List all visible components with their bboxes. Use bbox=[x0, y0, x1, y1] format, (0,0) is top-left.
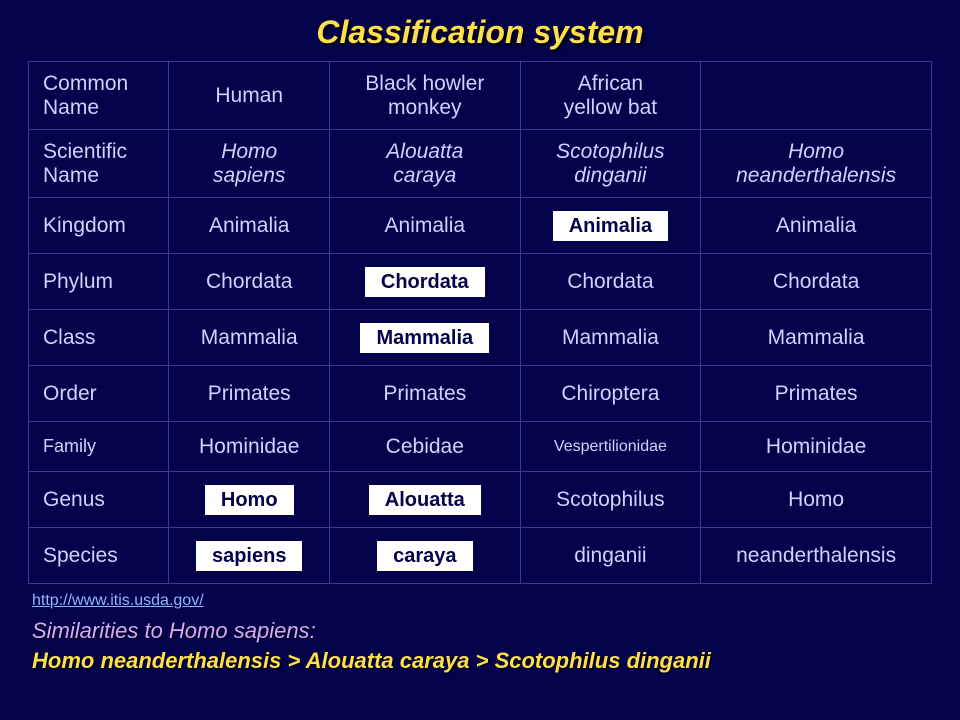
highlight-box: caraya bbox=[377, 541, 472, 571]
source-link[interactable]: http://www.itis.usda.gov/ bbox=[32, 592, 204, 610]
page-title: Classification system bbox=[28, 14, 932, 51]
row-phylum: PhylumChordataChordataChordataChordata bbox=[29, 254, 932, 310]
classification-table: CommonNameHumanBlack howlermonkeyAfrican… bbox=[28, 61, 932, 584]
highlight-box: Chordata bbox=[365, 267, 485, 297]
row-species: Speciessapienscarayadinganiineanderthale… bbox=[29, 528, 932, 584]
highlight-box: sapiens bbox=[196, 541, 302, 571]
highlight-box: Homo bbox=[205, 485, 294, 515]
row-scientific-name: ScientificNameHomosapiensAlouattacarayaS… bbox=[29, 130, 932, 198]
row-kingdom: KingdomAnimaliaAnimaliaAnimaliaAnimalia bbox=[29, 198, 932, 254]
row-order: OrderPrimatesPrimatesChiropteraPrimates bbox=[29, 366, 932, 422]
similarity-order: Homo neanderthalensis > Alouatta caraya … bbox=[32, 648, 932, 674]
highlight-box: Animalia bbox=[553, 211, 668, 241]
row-family: FamilyHominidaeCebidaeVespertilionidaeHo… bbox=[29, 422, 932, 472]
row-genus: GenusHomoAlouattaScotophilusHomo bbox=[29, 472, 932, 528]
highlight-box: Alouatta bbox=[369, 485, 481, 515]
highlight-box: Mammalia bbox=[360, 323, 489, 353]
row-class: ClassMammaliaMammaliaMammaliaMammalia bbox=[29, 310, 932, 366]
row-common-name: CommonNameHumanBlack howlermonkeyAfrican… bbox=[29, 62, 932, 130]
similarity-label: Similarities to Homo sapiens: bbox=[32, 618, 932, 644]
